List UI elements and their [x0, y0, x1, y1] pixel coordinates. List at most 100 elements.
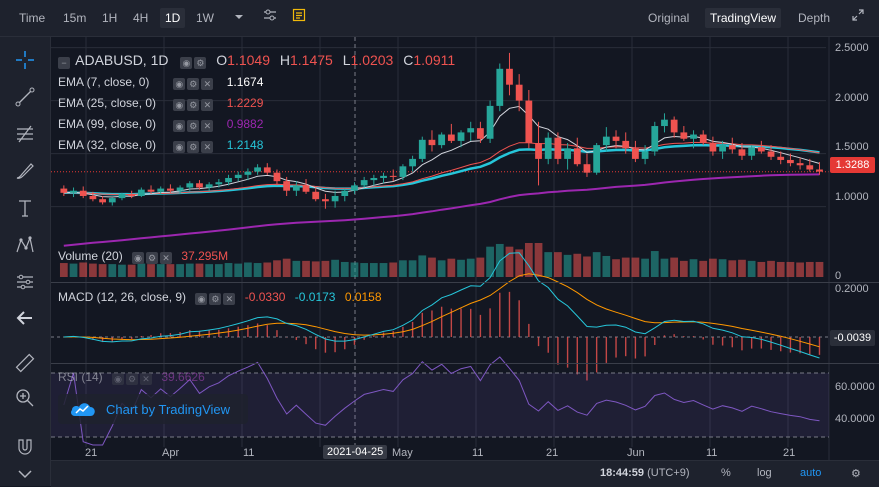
- gear-icon[interactable]: ⚙: [146, 252, 159, 264]
- volume-bar: [418, 255, 427, 277]
- back-arrow-icon[interactable]: [12, 305, 38, 331]
- candle-body: [554, 137, 562, 159]
- candle-body: [60, 188, 68, 193]
- log-scale-toggle[interactable]: log: [757, 467, 772, 479]
- volume-bar: [583, 256, 591, 277]
- volume-bar: [631, 257, 640, 277]
- zoom-in-icon[interactable]: [12, 385, 38, 411]
- fib-retracement-icon[interactable]: [12, 121, 38, 147]
- eye-icon[interactable]: ◉: [112, 373, 125, 385]
- volume-bar: [776, 261, 785, 277]
- interval-15m[interactable]: 15m: [63, 11, 87, 25]
- volume-bar: [476, 257, 485, 277]
- volume-bar: [350, 262, 359, 277]
- brush-icon[interactable]: [12, 158, 38, 184]
- volume-bar: [195, 263, 204, 277]
- interval-time[interactable]: Time: [19, 11, 46, 25]
- settings-sliders-icon[interactable]: [258, 8, 282, 28]
- candle-body: [748, 147, 756, 156]
- volume-bar: [234, 263, 243, 277]
- interval-1d[interactable]: 1D: [160, 8, 186, 28]
- rsi-axis-label: 40.0000: [835, 413, 875, 425]
- settings-gear-icon[interactable]: ⚙: [851, 468, 861, 480]
- candle-body: [205, 184, 213, 188]
- auto-scale-toggle[interactable]: auto: [800, 467, 822, 479]
- volume-bar: [311, 261, 320, 277]
- eye-icon[interactable]: ◉: [173, 78, 186, 90]
- candle-body: [273, 172, 281, 182]
- close-icon[interactable]: ✕: [201, 141, 214, 153]
- candle-body: [593, 145, 601, 173]
- view-original[interactable]: Original: [648, 11, 690, 25]
- candle-body: [670, 119, 678, 133]
- gear-icon[interactable]: ⚙: [209, 293, 222, 305]
- candle-body: [738, 149, 746, 156]
- volume-bar: [602, 255, 611, 277]
- symbol-title: ADABUSD, 1D: [75, 52, 169, 68]
- tradingview-watermark[interactable]: Chart by TradingView: [58, 394, 248, 424]
- percent-scale-toggle[interactable]: %: [721, 467, 731, 479]
- interval-1w[interactable]: 1W: [196, 11, 214, 25]
- volume-bar: [660, 258, 669, 277]
- gear-icon[interactable]: ⚙: [187, 99, 200, 111]
- volume-bar: [399, 260, 407, 277]
- interval-1h[interactable]: 1H: [102, 11, 118, 25]
- crosshair-icon[interactable]: [12, 47, 38, 73]
- candle-body: [389, 175, 397, 177]
- candle-body: [99, 199, 106, 203]
- close-icon[interactable]: ✕: [201, 120, 214, 132]
- close-icon[interactable]: ✕: [201, 78, 214, 90]
- ema99-value: 0.9882: [226, 117, 264, 131]
- interval-4h[interactable]: 4H: [133, 11, 149, 25]
- volume-bar: [747, 260, 756, 277]
- close-icon[interactable]: ✕: [160, 252, 173, 264]
- fullscreen-icon[interactable]: [846, 8, 870, 28]
- gear-icon[interactable]: ⚙: [126, 373, 139, 385]
- volume-bar: [147, 264, 155, 277]
- macd-line: [63, 252, 820, 359]
- eye-icon[interactable]: ◉: [173, 99, 186, 111]
- candle-body: [709, 143, 717, 152]
- candle-body: [506, 68, 513, 85]
- pattern-icon[interactable]: [12, 232, 38, 258]
- volume-bar: [515, 249, 524, 277]
- gear-icon[interactable]: ⚙: [187, 120, 200, 132]
- volume-bar: [59, 263, 68, 277]
- volume-bar: [466, 258, 475, 277]
- rsi-value: 39.6626: [161, 370, 205, 384]
- volume-bar: [796, 262, 804, 277]
- eye-icon[interactable]: ◉: [180, 57, 193, 69]
- eye-icon[interactable]: ◉: [132, 252, 145, 264]
- view-tradingview[interactable]: TradingView: [705, 8, 782, 28]
- gear-icon[interactable]: ⚙: [187, 78, 200, 90]
- magnet-icon[interactable]: [12, 435, 38, 461]
- x-axis-label: 21: [783, 447, 796, 459]
- view-depth[interactable]: Depth: [798, 11, 831, 25]
- candle-body: [680, 132, 688, 139]
- gear-icon[interactable]: ⚙: [194, 57, 207, 69]
- close-icon[interactable]: ✕: [201, 99, 214, 111]
- trend-line-icon[interactable]: [12, 84, 38, 110]
- volume-bar: [544, 252, 553, 277]
- candle-body: [573, 148, 581, 165]
- collapse-toolbar-chevron-icon[interactable]: [12, 461, 38, 487]
- volume-bar: [282, 258, 291, 277]
- forecast-icon[interactable]: [12, 269, 38, 295]
- close-icon[interactable]: ✕: [223, 293, 236, 305]
- volume-bar: [767, 260, 775, 277]
- ema99-label: EMA (99, close, 0): [58, 117, 157, 131]
- text-tool-icon[interactable]: [12, 195, 38, 221]
- eye-icon[interactable]: ◉: [173, 141, 186, 153]
- gear-icon[interactable]: ⚙: [187, 141, 200, 153]
- ruler-icon[interactable]: [12, 350, 38, 376]
- volume-bar: [263, 262, 272, 277]
- collapse-legend-icon[interactable]: −: [58, 57, 70, 69]
- volume-bar: [486, 246, 494, 277]
- more-intervals-chevron-icon[interactable]: [229, 8, 249, 28]
- volume-bar: [166, 264, 175, 277]
- candle-body: [215, 182, 223, 185]
- eye-icon[interactable]: ◉: [195, 293, 208, 305]
- close-icon[interactable]: ✕: [140, 373, 153, 385]
- indicators-list-icon[interactable]: [287, 8, 311, 28]
- eye-icon[interactable]: ◉: [173, 120, 186, 132]
